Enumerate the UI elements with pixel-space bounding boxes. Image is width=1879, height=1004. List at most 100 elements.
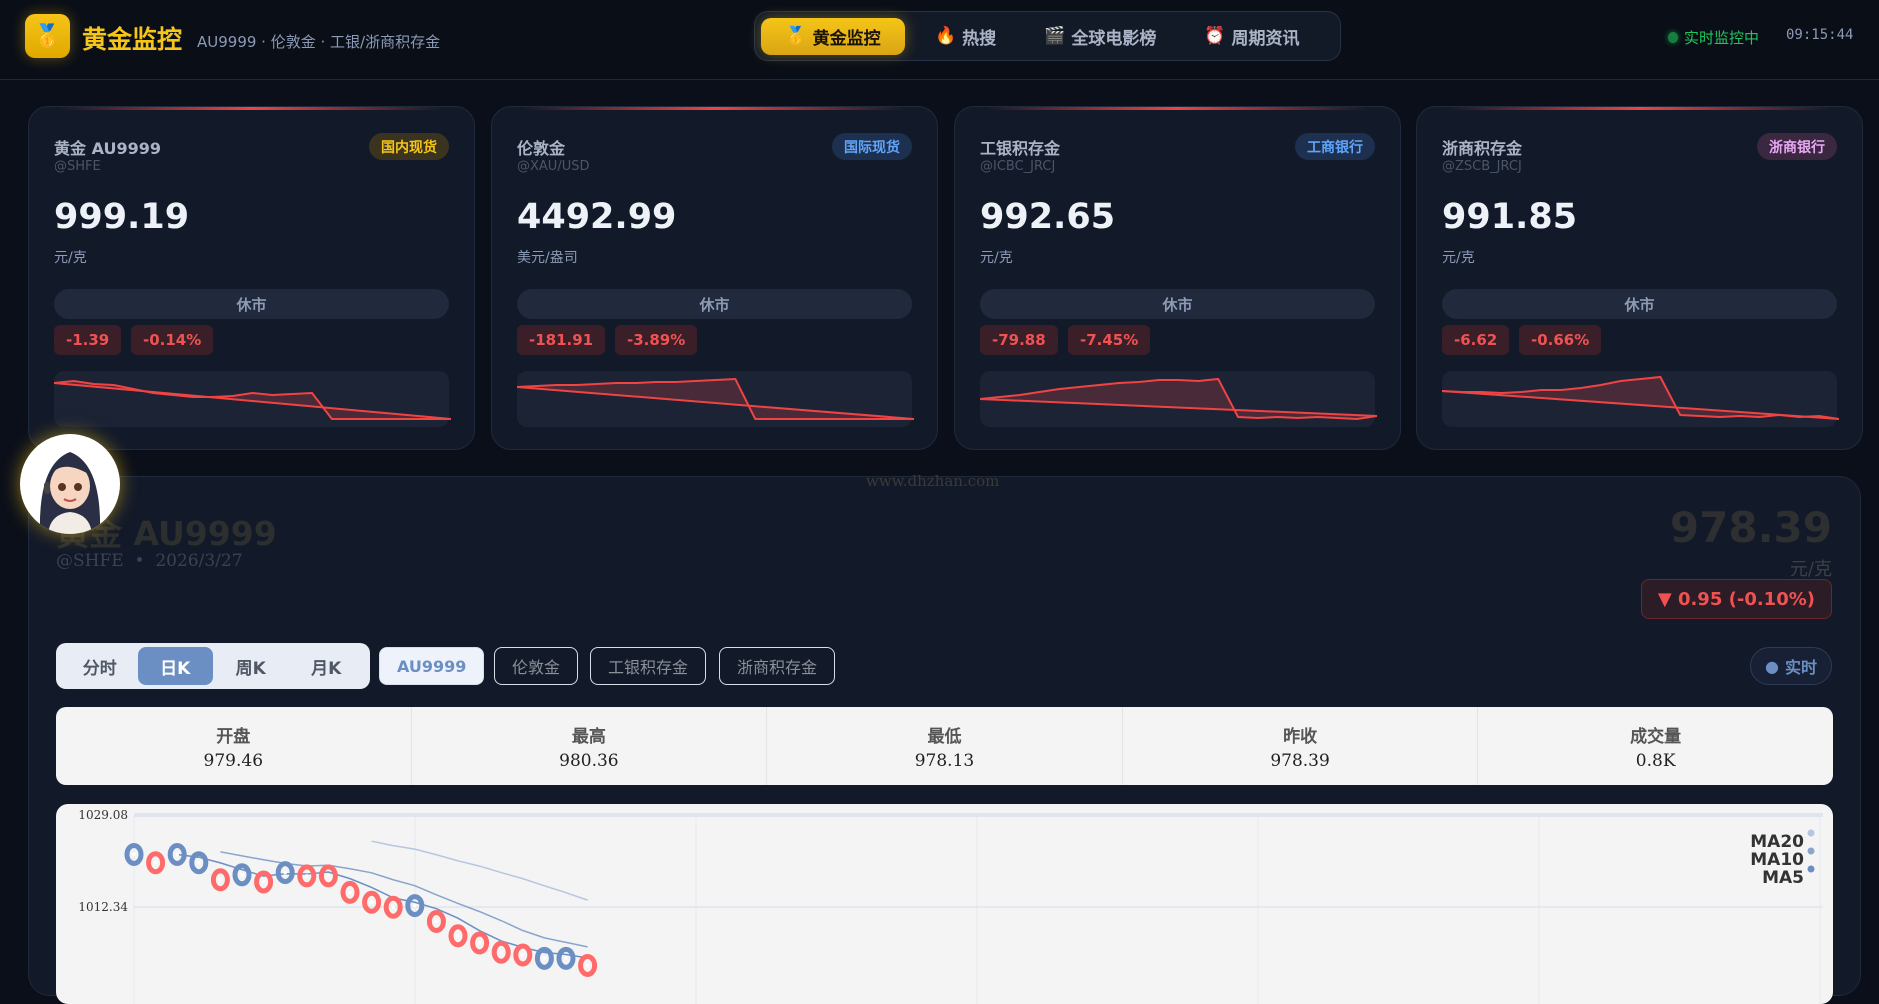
- legend-marker: [1807, 829, 1815, 837]
- top-header: 🥇 黄金监控 AU9999 · 伦敦金 · 工银/浙商积存金 🥇 黄金监控 🔥 热搜…: [0, 0, 1879, 80]
- card-code: @ICBC_JRCJ: [980, 159, 1056, 174]
- kline-chart[interactable]: 1029.08 1012.34 MA20 MA10 MA5: [56, 804, 1833, 1004]
- stat-value: 0.8K: [1635, 750, 1676, 771]
- card-name: 浙商积存金: [1442, 139, 1523, 158]
- card-price: 999.19: [54, 197, 190, 237]
- kline-point-center: [369, 900, 374, 905]
- market-state: 休市: [517, 289, 912, 319]
- market-state: 休市: [1442, 289, 1837, 319]
- legend-marker: [1807, 847, 1815, 855]
- gold-medal-icon: 🥇: [25, 14, 70, 58]
- sparkline-line: [516, 377, 914, 420]
- kline-point-down: [167, 842, 187, 866]
- period-selector: 分时 日K 周K 月K: [56, 643, 370, 689]
- sparkline-trend: [53, 382, 452, 420]
- nav-gold-monitor[interactable]: 🥇 黄金监控: [761, 17, 905, 55]
- symbol-icbc[interactable]: 工银积存金: [590, 647, 707, 685]
- kline-point-center: [585, 963, 590, 968]
- stat-label: 最低: [927, 726, 962, 747]
- nav-label: 热搜: [962, 28, 997, 49]
- sparkline: [979, 371, 1378, 427]
- legend-ma10[interactable]: MA10: [1750, 850, 1804, 870]
- kline-point-down: [124, 842, 144, 866]
- kline-point-center: [391, 905, 396, 910]
- symbol-au9999[interactable]: AU9999: [379, 647, 485, 685]
- nav-label: 全球电影榜: [1071, 28, 1157, 49]
- card-tag: 国内现货: [369, 133, 449, 160]
- sparkline: [53, 371, 452, 427]
- kline-point-center: [283, 870, 287, 875]
- sparkline-svg: [516, 377, 915, 420]
- status-text: 实时监控中: [1684, 29, 1760, 47]
- kline-point-center: [499, 950, 504, 955]
- kline-point-up: [210, 868, 230, 892]
- sparkline: [516, 371, 915, 427]
- period-intraday[interactable]: 分时: [82, 658, 117, 679]
- detail-change-badge: ▼ 0.95 (-0.10%): [1640, 579, 1832, 619]
- symbol-london-gold[interactable]: 伦敦金: [494, 647, 579, 685]
- sparkline-line: [1441, 375, 1840, 420]
- card-name: 工银积存金: [980, 139, 1061, 158]
- kline-point-up: [318, 864, 338, 888]
- stat-label: 开盘: [216, 726, 251, 747]
- fire-icon: 🔥: [935, 26, 957, 46]
- kline-point-center: [197, 860, 201, 865]
- kline-point-up: [383, 895, 403, 919]
- nav-hot-search[interactable]: 🔥 热搜: [917, 18, 1014, 55]
- stat-high: 最高 980.36: [412, 707, 768, 785]
- kline-point-center: [542, 956, 547, 961]
- detail-price: 978.39: [1669, 503, 1832, 552]
- stat-label: 最高: [571, 726, 606, 747]
- ma20-line: [371, 840, 588, 901]
- card-name: 伦敦金: [517, 139, 566, 158]
- assistant-avatar[interactable]: [20, 434, 120, 534]
- quote-card[interactable]: 浙商积存金 @ZSCB_JRCJ 浙商银行 991.85 元/克 休市 -6.6…: [1416, 106, 1863, 450]
- card-name: 黄金 AU9999: [54, 139, 161, 158]
- stats-bar: 开盘 979.46 最高 980.36 最低 978.13 昨收 978.39 成交量 0…: [56, 707, 1833, 785]
- kline-point-center: [521, 953, 525, 957]
- quote-card[interactable]: 工银积存金 @ICBC_JRCJ 工商银行 992.65 元/克 休市 -79.…: [954, 106, 1401, 450]
- detail-unit: 元/克: [1789, 559, 1832, 580]
- kline-point-center: [175, 852, 179, 857]
- alarm-clock-icon: ⏰: [1204, 26, 1226, 46]
- kline-point-up: [426, 910, 446, 934]
- quote-card[interactable]: 黄金 AU9999 @SHFE 国内现货 999.19 元/克 休市 -1.39…: [28, 106, 475, 450]
- card-change-pct: -0.14%: [131, 325, 214, 355]
- kline-point-up: [340, 880, 360, 904]
- realtime-button[interactable]: ● 实时: [1750, 647, 1832, 685]
- card-code: @SHFE: [54, 159, 101, 174]
- kline-point-up: [491, 940, 511, 964]
- kline-point-center: [153, 860, 158, 865]
- sparkline-trend: [516, 386, 915, 420]
- card-change: -6.62: [1442, 325, 1510, 355]
- kline-point-center: [456, 933, 460, 938]
- card-change-pct: -0.66%: [1519, 325, 1602, 355]
- stat-volume: 成交量 0.8K: [1478, 707, 1833, 785]
- sparkline: [1441, 371, 1840, 427]
- period-daily[interactable]: 日K: [137, 647, 213, 685]
- y-tick-label: 1029.08: [78, 808, 128, 822]
- period-monthly[interactable]: 月K: [311, 658, 342, 679]
- stat-label: 昨收: [1283, 726, 1318, 747]
- kline-point-up: [470, 931, 490, 955]
- card-tag: 国际现货: [832, 133, 912, 160]
- symbol-zscb[interactable]: 浙商积存金: [719, 647, 836, 685]
- period-weekly[interactable]: 周K: [235, 658, 266, 679]
- detail-meta: @SHFE • 2026/3/27: [56, 551, 243, 571]
- nav-cycle-news[interactable]: ⏰ 周期资讯: [1186, 18, 1317, 55]
- card-unit: 元/克: [1442, 250, 1475, 266]
- clapper-icon: 🎬: [1044, 26, 1066, 46]
- gold-medal-icon: 🥇: [785, 26, 807, 46]
- legend-ma20[interactable]: MA20: [1750, 832, 1804, 852]
- watermark: www.dhzhan.com: [866, 472, 1000, 490]
- quote-card[interactable]: 伦敦金 @XAU/USD 国际现货 4492.99 美元/盎司 休市 -181.…: [491, 106, 938, 450]
- card-change: -1.39: [54, 325, 122, 355]
- kline-point-center: [413, 903, 417, 908]
- stat-value: 979.46: [203, 750, 264, 771]
- legend-marker: [1807, 865, 1815, 873]
- nav-movie-chart[interactable]: 🎬 全球电影榜: [1026, 18, 1174, 55]
- legend-ma5[interactable]: MA5: [1762, 868, 1804, 888]
- status-dot-icon: [1668, 32, 1678, 43]
- kline-point-up: [513, 943, 533, 967]
- kline-point-up: [146, 851, 166, 875]
